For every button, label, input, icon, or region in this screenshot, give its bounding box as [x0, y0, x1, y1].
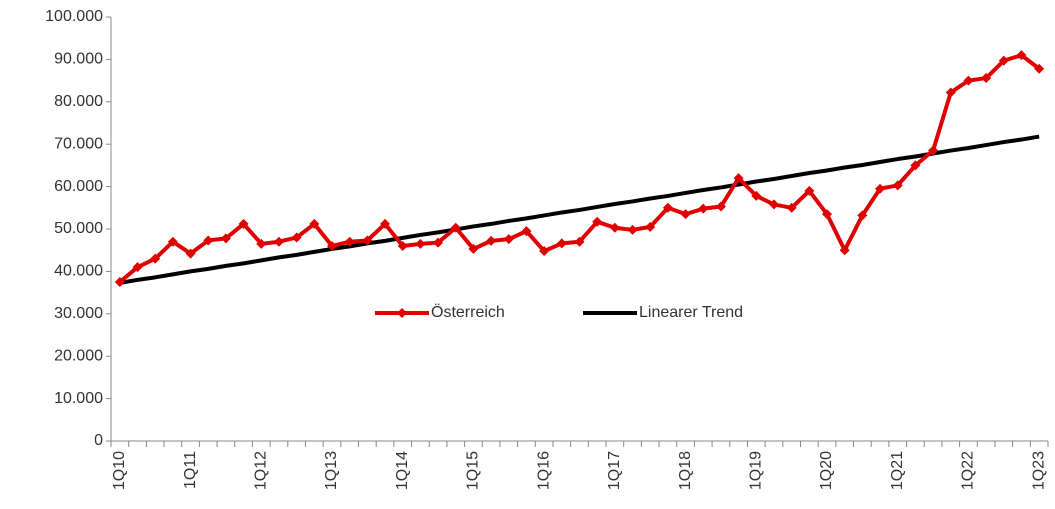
series-line [118, 53, 1041, 284]
marker [609, 222, 620, 233]
x-tick-label: 1Q19 [748, 451, 765, 490]
marker [273, 236, 284, 247]
marker [539, 246, 550, 257]
y-tick-label: 50.000 [54, 220, 103, 237]
marker [309, 218, 320, 229]
x-tick-label: 1Q14 [394, 451, 411, 490]
marker [326, 240, 337, 251]
marker [167, 236, 178, 247]
x-tick-label: 1Q15 [465, 451, 482, 490]
y-tick-label: 40.000 [54, 263, 103, 280]
marker [768, 199, 779, 210]
marker [981, 73, 992, 84]
x-tick-label: 1Q17 [606, 451, 623, 490]
marker [503, 234, 514, 245]
marker [380, 218, 391, 229]
marker [751, 190, 762, 201]
y-tick-label: 100.000 [45, 8, 103, 25]
marker [786, 202, 797, 213]
marker [521, 226, 532, 237]
x-tick-label: 1Q23 [1030, 451, 1047, 490]
marker [945, 87, 956, 98]
marker [1016, 50, 1027, 61]
x-tick-label: 1Q20 [818, 451, 835, 490]
marker [857, 210, 868, 221]
marker [822, 209, 833, 220]
marker [1034, 63, 1045, 74]
y-tick-label: 30.000 [54, 305, 103, 322]
marker [645, 221, 656, 232]
legend-marker [397, 308, 407, 318]
marker [556, 238, 567, 249]
marker [291, 232, 302, 243]
marker [839, 245, 850, 256]
marker [150, 253, 161, 264]
x-tick-label: 1Q11 [182, 451, 199, 489]
y-tick-label: 60.000 [54, 178, 103, 195]
y-tick-label: 90.000 [54, 51, 103, 68]
marker [680, 209, 691, 220]
marker [592, 216, 603, 227]
marker [468, 243, 479, 254]
x-tick-label: 1Q13 [323, 451, 340, 490]
marker [892, 180, 903, 191]
marker [804, 185, 815, 196]
x-tick-label: 1Q22 [960, 451, 977, 490]
marker [450, 222, 461, 233]
marker [486, 235, 497, 246]
marker [114, 277, 125, 287]
marker [698, 203, 709, 214]
y-tick-label: 80.000 [54, 93, 103, 110]
x-tick-label: 1Q10 [111, 451, 128, 490]
x-tick-label: 1Q12 [252, 451, 269, 490]
marker [910, 160, 921, 171]
x-tick-label: 1Q21 [889, 451, 906, 490]
y-tick-label: 0 [94, 432, 103, 449]
marker [238, 218, 249, 229]
y-tick-label: 10.000 [54, 390, 103, 407]
marker [928, 145, 939, 156]
marker [662, 202, 673, 213]
marker [433, 237, 444, 248]
marker [715, 201, 726, 212]
marker [203, 235, 214, 246]
marker [220, 233, 231, 244]
series-line [119, 134, 1040, 285]
marker [627, 224, 638, 235]
legend-label: Österreich [431, 303, 505, 321]
marker [362, 235, 373, 246]
marker [574, 236, 585, 247]
legend-label: Linearer Trend [639, 304, 743, 321]
x-tick-label: 1Q16 [535, 451, 552, 490]
marker [963, 75, 974, 86]
marker [185, 248, 196, 259]
x-tick-label: 1Q18 [677, 451, 694, 490]
y-tick-label: 70.000 [54, 135, 103, 152]
marker [415, 238, 426, 249]
marker [397, 240, 408, 251]
marker [998, 55, 1009, 66]
marker [132, 262, 143, 273]
marker [256, 238, 267, 249]
marker [875, 183, 886, 194]
marker [344, 236, 355, 247]
marker [733, 173, 744, 184]
y-tick-label: 20.000 [54, 347, 103, 364]
